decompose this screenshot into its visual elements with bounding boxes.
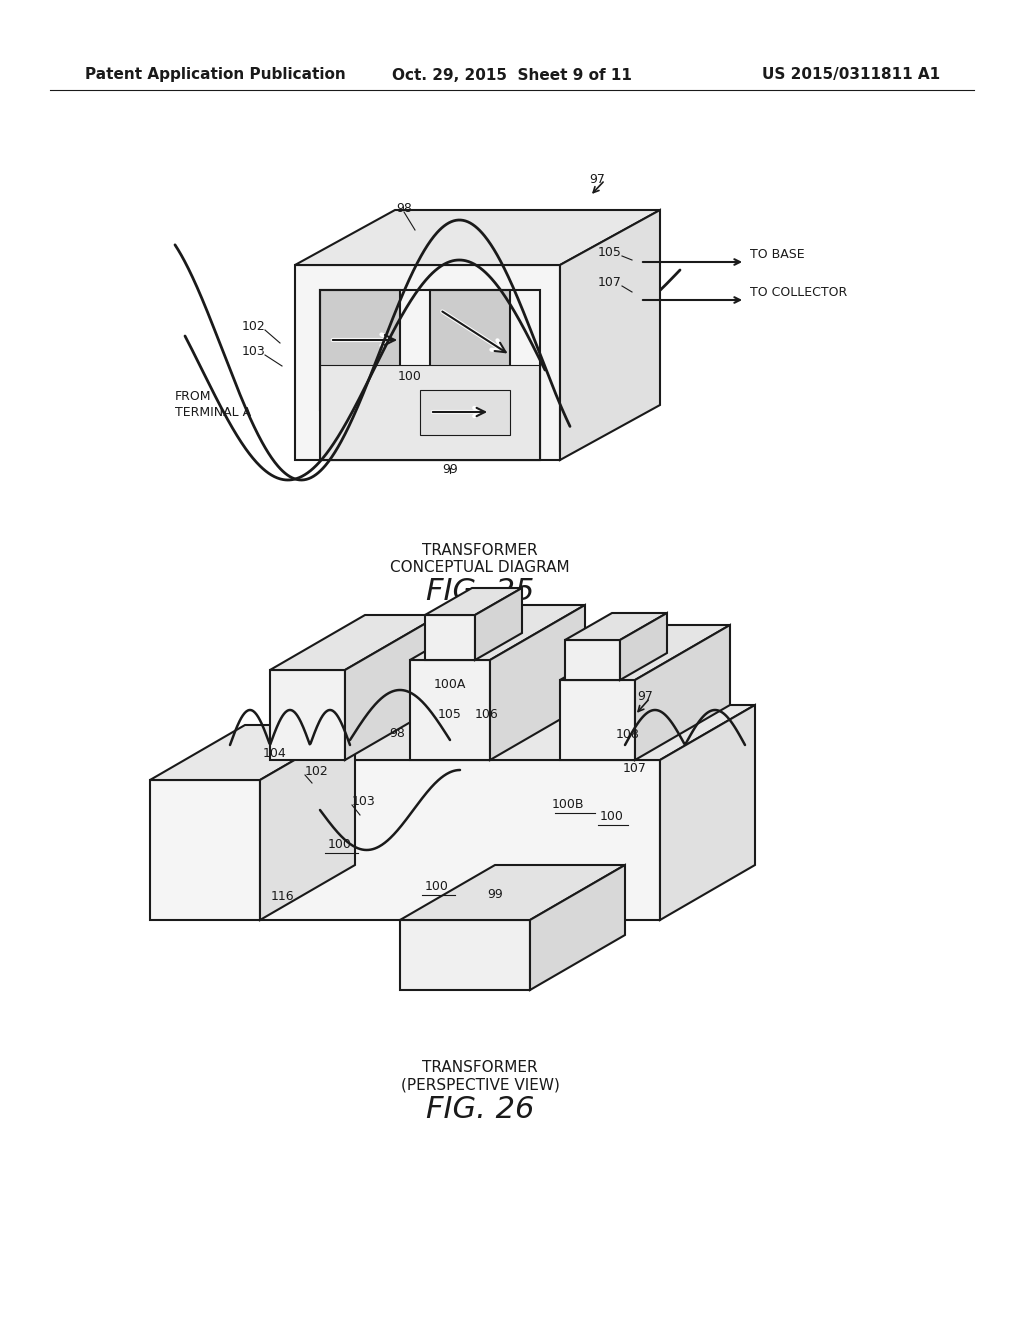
- Polygon shape: [560, 624, 730, 680]
- Text: TRANSFORMER: TRANSFORMER: [422, 543, 538, 558]
- Text: 116: 116: [270, 890, 294, 903]
- Polygon shape: [150, 725, 355, 780]
- Polygon shape: [660, 705, 755, 920]
- Polygon shape: [620, 612, 667, 680]
- Polygon shape: [270, 615, 440, 671]
- Text: 105: 105: [438, 708, 462, 721]
- Polygon shape: [260, 725, 355, 920]
- Polygon shape: [475, 587, 522, 660]
- Text: 97: 97: [589, 173, 605, 186]
- Text: CONCEPTUAL DIAGRAM: CONCEPTUAL DIAGRAM: [390, 560, 569, 576]
- Text: FIG. 26: FIG. 26: [426, 1096, 535, 1125]
- Text: 100: 100: [425, 880, 449, 894]
- Polygon shape: [295, 265, 560, 459]
- Polygon shape: [295, 210, 660, 265]
- Text: 100: 100: [328, 838, 352, 851]
- Text: 108: 108: [616, 729, 640, 741]
- Text: TO COLLECTOR: TO COLLECTOR: [750, 286, 847, 300]
- Text: 103: 103: [352, 795, 376, 808]
- Text: TO BASE: TO BASE: [750, 248, 805, 261]
- Polygon shape: [635, 624, 730, 760]
- Text: (PERSPECTIVE VIEW): (PERSPECTIVE VIEW): [400, 1077, 559, 1092]
- Text: Oct. 29, 2015  Sheet 9 of 11: Oct. 29, 2015 Sheet 9 of 11: [392, 67, 632, 82]
- Text: 98: 98: [396, 202, 412, 215]
- Polygon shape: [425, 615, 475, 660]
- Polygon shape: [400, 920, 530, 990]
- Text: 97: 97: [637, 690, 653, 704]
- Polygon shape: [150, 780, 260, 920]
- Polygon shape: [420, 389, 510, 436]
- Text: 99: 99: [487, 888, 503, 902]
- Polygon shape: [410, 660, 490, 760]
- Text: TERMINAL A: TERMINAL A: [175, 407, 251, 418]
- Text: 99: 99: [442, 463, 458, 477]
- Text: 106: 106: [475, 708, 499, 721]
- Polygon shape: [345, 615, 440, 760]
- Text: 100A: 100A: [434, 678, 466, 690]
- Text: 107: 107: [623, 762, 647, 775]
- Polygon shape: [565, 612, 667, 640]
- Text: Patent Application Publication: Patent Application Publication: [85, 67, 346, 82]
- Text: 100: 100: [600, 810, 624, 822]
- Polygon shape: [400, 865, 625, 920]
- Polygon shape: [260, 760, 660, 920]
- Polygon shape: [560, 680, 635, 760]
- Polygon shape: [560, 210, 660, 459]
- Text: FIG. 25: FIG. 25: [426, 577, 535, 606]
- Text: 102: 102: [305, 766, 329, 777]
- Polygon shape: [425, 587, 522, 615]
- Text: 102: 102: [242, 319, 265, 333]
- Text: 100: 100: [398, 370, 422, 383]
- Text: US 2015/0311811 A1: US 2015/0311811 A1: [762, 67, 940, 82]
- Polygon shape: [530, 865, 625, 990]
- Polygon shape: [410, 605, 585, 660]
- Polygon shape: [270, 671, 345, 760]
- Polygon shape: [490, 605, 585, 760]
- Text: FROM: FROM: [175, 389, 212, 403]
- Polygon shape: [319, 290, 400, 411]
- Text: 98: 98: [389, 727, 404, 741]
- Text: 103: 103: [242, 345, 265, 358]
- Text: 104: 104: [263, 747, 287, 760]
- Polygon shape: [319, 366, 540, 459]
- Text: 105: 105: [598, 246, 622, 259]
- Polygon shape: [260, 705, 755, 760]
- Polygon shape: [565, 640, 620, 680]
- Polygon shape: [430, 290, 510, 411]
- Text: 100B: 100B: [552, 799, 585, 810]
- Text: TRANSFORMER: TRANSFORMER: [422, 1060, 538, 1074]
- Text: 107: 107: [598, 276, 622, 289]
